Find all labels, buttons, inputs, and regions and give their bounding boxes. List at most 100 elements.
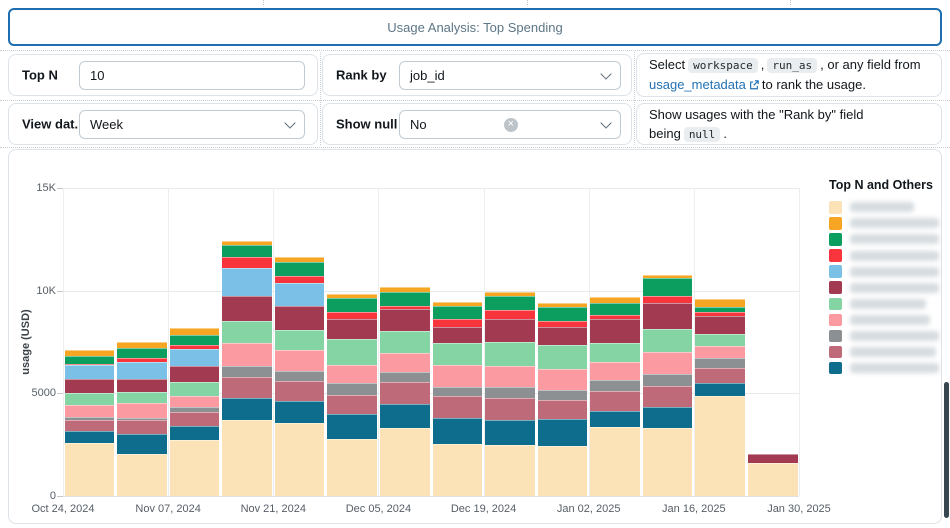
bar-segment-blue[interactable] xyxy=(169,349,220,366)
bar-segment-pink[interactable] xyxy=(590,362,640,380)
legend-swatch-maroon[interactable] xyxy=(829,281,842,294)
view-data-select[interactable]: Week xyxy=(79,110,305,139)
bar-segment-green[interactable] xyxy=(485,296,535,310)
bar-segment-gray[interactable] xyxy=(117,418,167,421)
bar-segment-orange[interactable] xyxy=(222,240,272,245)
bar-week-12[interactable] xyxy=(641,188,694,496)
bar-segment-teal[interactable] xyxy=(274,400,325,424)
bar-segment-cream[interactable] xyxy=(695,396,746,496)
bar-segment-rose[interactable] xyxy=(379,381,430,405)
bar-segment-gray[interactable] xyxy=(327,383,377,395)
bar-segment-mint[interactable] xyxy=(379,330,430,353)
bar-segment-pink[interactable] xyxy=(695,346,746,359)
clear-icon[interactable]: × xyxy=(503,117,518,132)
bar-segment-red[interactable] xyxy=(64,364,115,366)
bar-segment-red[interactable] xyxy=(432,319,483,327)
bar-segment-pink[interactable] xyxy=(64,405,115,417)
bar-week-14[interactable] xyxy=(747,188,800,496)
bar-segment-red[interactable] xyxy=(169,344,220,350)
legend-item-blue[interactable] xyxy=(829,265,939,278)
bar-segment-cream[interactable] xyxy=(642,427,693,496)
bar-segment-teal[interactable] xyxy=(222,398,272,420)
bar-segment-green[interactable] xyxy=(695,307,746,313)
bar-segment-maroon[interactable] xyxy=(748,453,798,463)
bar-segment-maroon[interactable] xyxy=(485,319,535,342)
bar-segment-maroon[interactable] xyxy=(642,303,693,330)
bar-segment-rose[interactable] xyxy=(169,412,220,426)
bar-segment-mint[interactable] xyxy=(432,342,483,365)
legend-item-mint[interactable] xyxy=(829,297,939,311)
bar-week-2[interactable] xyxy=(116,188,169,496)
bar-week-8[interactable] xyxy=(431,188,484,496)
bar-segment-orange[interactable] xyxy=(327,293,377,299)
bar-segment-cream[interactable] xyxy=(169,439,220,496)
bar-segment-pink[interactable] xyxy=(169,395,220,408)
legend-item-teal[interactable] xyxy=(829,361,939,375)
bar-segment-pink[interactable] xyxy=(222,342,272,367)
legend-swatch-green[interactable] xyxy=(829,233,842,246)
bar-segment-blue[interactable] xyxy=(117,361,167,379)
bar-week-9[interactable] xyxy=(484,188,537,496)
bar-segment-teal[interactable] xyxy=(590,411,640,428)
bar-segment-rose[interactable] xyxy=(537,400,588,419)
bar-segment-teal[interactable] xyxy=(64,431,115,444)
bar-week-13[interactable] xyxy=(694,188,747,496)
bar-segment-orange[interactable] xyxy=(117,341,167,349)
bar-segment-gray[interactable] xyxy=(642,374,693,386)
bar-segment-red[interactable] xyxy=(222,256,272,268)
bar-segment-gray[interactable] xyxy=(169,407,220,413)
bar-segment-gray[interactable] xyxy=(379,371,430,382)
bar-segment-green[interactable] xyxy=(432,305,483,320)
bar-segment-teal[interactable] xyxy=(537,418,588,446)
bar-segment-maroon[interactable] xyxy=(222,295,272,321)
bar-segment-red[interactable] xyxy=(274,275,325,284)
bar-segment-cream[interactable] xyxy=(379,427,430,496)
bar-segment-rose[interactable] xyxy=(274,381,325,401)
bar-segment-red[interactable] xyxy=(117,358,167,362)
bar-segment-gray[interactable] xyxy=(222,366,272,377)
bar-segment-red[interactable] xyxy=(590,314,640,320)
bar-segment-gray[interactable] xyxy=(274,370,325,382)
bar-segment-green[interactable] xyxy=(379,292,430,307)
bar-segment-green[interactable] xyxy=(590,302,640,315)
bar-segment-rose[interactable] xyxy=(327,395,377,414)
legend-item-orange[interactable] xyxy=(829,217,939,230)
legend-swatch-cream[interactable] xyxy=(829,201,842,214)
bar-segment-teal[interactable] xyxy=(695,383,746,397)
bar-week-11[interactable] xyxy=(589,188,642,496)
legend-swatch-mint[interactable] xyxy=(829,297,842,311)
rank-by-select[interactable]: job_id xyxy=(399,61,621,90)
legend-swatch-orange[interactable] xyxy=(829,217,842,230)
top-n-input[interactable] xyxy=(79,61,305,90)
legend-item-pink[interactable] xyxy=(829,313,939,327)
bar-week-1[interactable] xyxy=(63,188,116,496)
legend-swatch-red[interactable] xyxy=(829,249,842,262)
legend-swatch-blue[interactable] xyxy=(829,265,842,278)
bar-segment-maroon[interactable] xyxy=(379,309,430,331)
bar-segment-cream[interactable] xyxy=(537,445,588,496)
bar-segment-rose[interactable] xyxy=(432,396,483,418)
bar-segment-cream[interactable] xyxy=(485,444,535,496)
bar-segment-gray[interactable] xyxy=(695,358,746,369)
vertical-scrollbar-thumb[interactable] xyxy=(944,382,949,518)
bar-segment-pink[interactable] xyxy=(485,366,535,388)
bar-segment-orange[interactable] xyxy=(590,297,640,303)
bar-segment-mint[interactable] xyxy=(590,342,640,363)
bar-segment-mint[interactable] xyxy=(64,392,115,406)
bar-segment-rose[interactable] xyxy=(642,385,693,407)
bar-segment-maroon[interactable] xyxy=(117,378,167,393)
bar-segment-orange[interactable] xyxy=(379,287,430,293)
bar-segment-maroon[interactable] xyxy=(695,315,746,335)
bar-week-4[interactable] xyxy=(221,188,274,496)
bar-segment-green[interactable] xyxy=(64,355,115,365)
bar-segment-pink[interactable] xyxy=(432,364,483,387)
bar-segment-gray[interactable] xyxy=(432,386,483,397)
legend-item-cream[interactable] xyxy=(829,201,939,214)
bar-segment-orange[interactable] xyxy=(537,302,588,308)
bar-segment-red[interactable] xyxy=(642,295,693,304)
bar-segment-blue[interactable] xyxy=(274,283,325,307)
bar-segment-pink[interactable] xyxy=(537,369,588,391)
bar-segment-mint[interactable] xyxy=(222,320,272,343)
bar-segment-red[interactable] xyxy=(485,309,535,320)
bar-segment-red[interactable] xyxy=(695,312,746,316)
